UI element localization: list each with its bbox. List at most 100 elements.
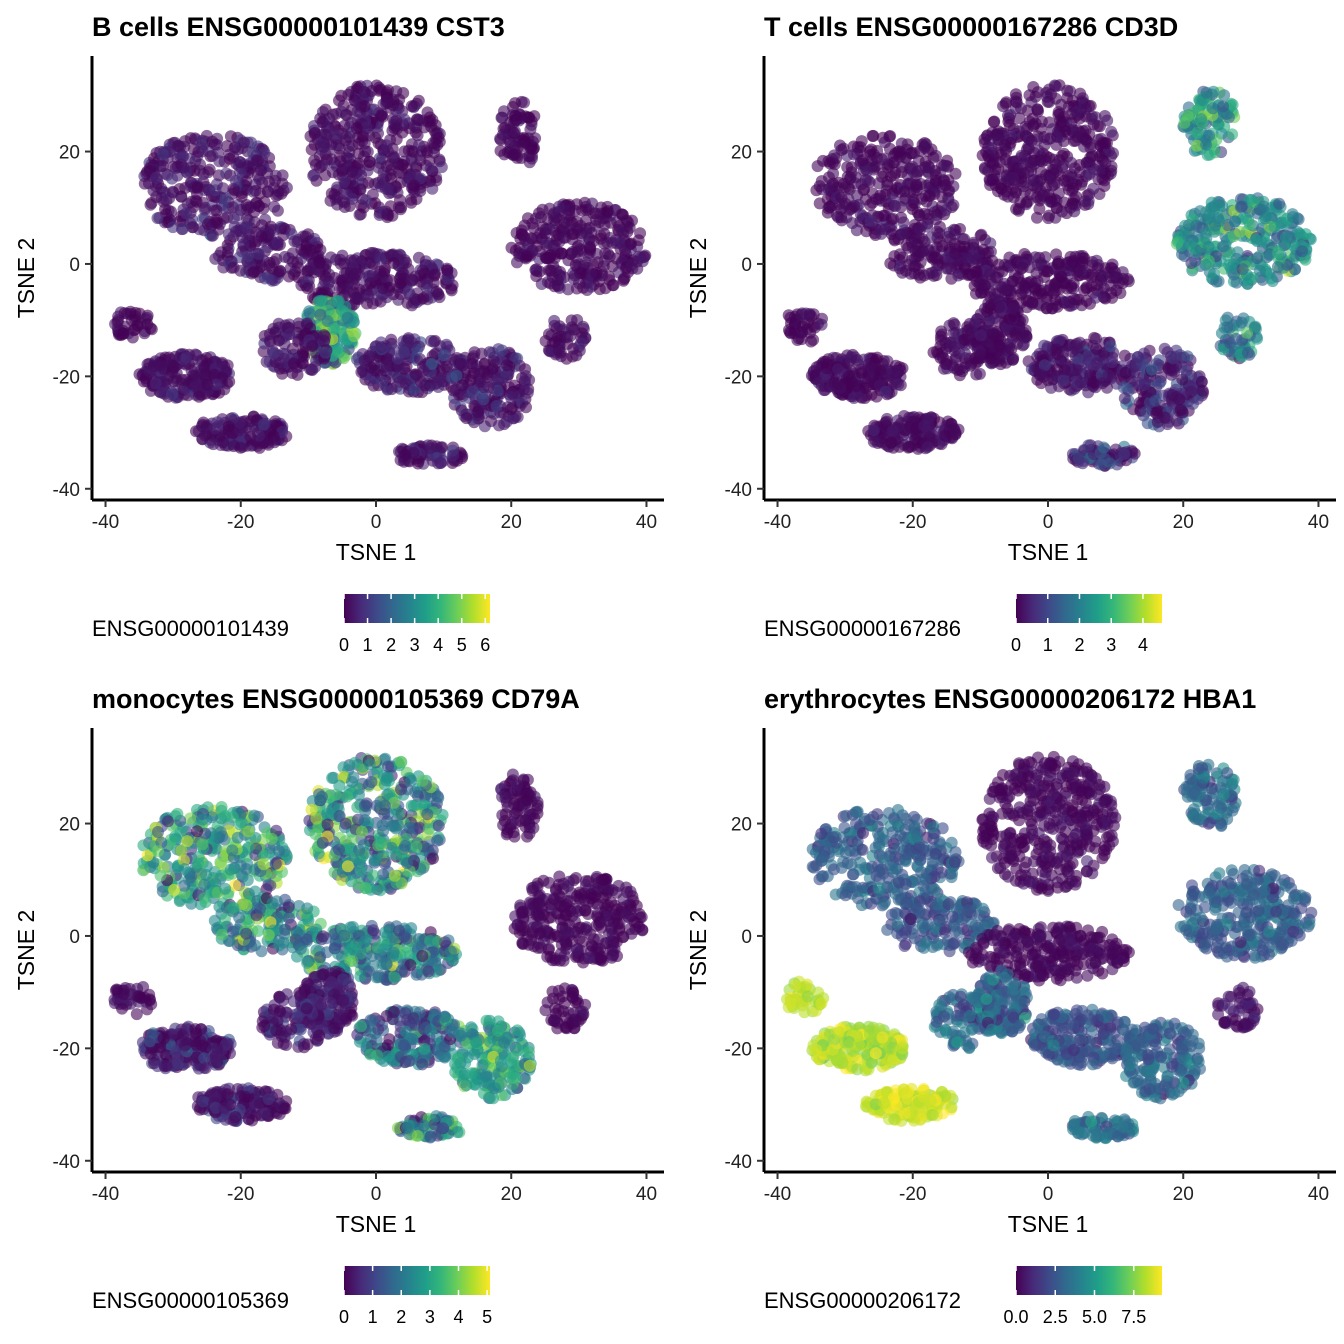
x-tick-label: -40 — [92, 512, 119, 533]
data-point — [1064, 85, 1077, 98]
data-point — [330, 107, 343, 120]
data-point — [207, 438, 220, 451]
data-point — [436, 441, 449, 454]
data-point — [276, 169, 289, 182]
data-point — [508, 148, 521, 161]
data-point — [1200, 86, 1213, 99]
data-point — [268, 436, 281, 449]
data-point — [783, 324, 795, 337]
data-point — [506, 387, 519, 400]
data-point — [884, 130, 897, 142]
data-point — [895, 228, 908, 241]
data-point — [1031, 103, 1044, 116]
data-point — [209, 252, 222, 265]
data-point — [1208, 200, 1221, 213]
data-point — [186, 221, 199, 234]
data-point — [206, 229, 219, 242]
data-point — [1268, 220, 1281, 233]
data-point — [1049, 211, 1062, 224]
data-point — [784, 311, 797, 324]
data-point — [259, 272, 271, 285]
colorbar — [344, 594, 490, 623]
data-point — [867, 435, 880, 448]
data-point — [1097, 282, 1110, 295]
data-point — [977, 243, 990, 256]
data-point — [831, 377, 844, 390]
data-point — [1092, 173, 1105, 186]
data-point — [423, 111, 436, 124]
data-point — [314, 112, 327, 125]
data-point — [857, 353, 870, 366]
data-point — [1239, 256, 1252, 269]
data-point — [210, 204, 223, 217]
data-point — [844, 171, 857, 184]
data-point — [286, 342, 299, 355]
data-point — [1235, 200, 1248, 213]
data-point — [253, 173, 266, 186]
data-point — [255, 230, 268, 243]
data-point — [1033, 202, 1046, 215]
data-point — [872, 192, 885, 205]
data-point — [1255, 235, 1268, 248]
data-point — [586, 197, 599, 210]
data-point — [417, 292, 430, 305]
data-point — [429, 137, 441, 150]
data-point — [202, 218, 214, 231]
data-point — [568, 323, 581, 336]
data-point — [999, 283, 1012, 296]
data-point — [992, 125, 1005, 138]
data-point — [599, 282, 612, 295]
data-point — [1273, 197, 1286, 210]
data-point — [358, 354, 371, 367]
data-point — [973, 349, 986, 362]
data-point — [304, 322, 317, 335]
data-point — [1105, 125, 1118, 138]
y-tick-label: 20 — [59, 143, 80, 164]
data-point — [369, 131, 382, 144]
data-point — [1199, 258, 1212, 271]
data-point — [1004, 137, 1017, 149]
data-point — [1200, 138, 1213, 151]
data-point — [1000, 170, 1013, 183]
data-point — [1020, 330, 1033, 343]
data-point — [156, 148, 169, 161]
data-point — [159, 203, 172, 216]
data-point — [520, 401, 532, 414]
colorbar-tick-label: 2 — [386, 635, 396, 655]
data-point — [922, 412, 935, 425]
data-point — [305, 143, 318, 156]
data-point — [1041, 265, 1054, 278]
data-point — [387, 150, 400, 163]
data-point — [1251, 252, 1264, 265]
data-point — [272, 185, 285, 198]
data-point — [426, 182, 439, 195]
data-point — [598, 227, 611, 240]
data-point — [832, 363, 844, 376]
x-tick-label: 40 — [636, 512, 657, 533]
data-point — [405, 336, 418, 349]
data-point — [1016, 261, 1029, 274]
data-point — [365, 85, 378, 97]
data-point — [397, 346, 410, 359]
data-point — [291, 256, 304, 269]
data-point — [821, 362, 833, 375]
data-point — [381, 208, 394, 220]
data-point — [1006, 302, 1019, 315]
data-point — [352, 157, 365, 170]
data-point — [324, 251, 337, 264]
data-point — [150, 171, 162, 184]
data-point — [338, 257, 351, 270]
data-point — [874, 364, 887, 377]
data-point — [222, 420, 235, 433]
data-point — [237, 136, 250, 149]
data-point — [569, 204, 582, 217]
data-point — [1068, 205, 1081, 218]
data-point — [195, 141, 208, 154]
data-point — [227, 440, 240, 453]
data-point — [1179, 219, 1192, 232]
data-point — [408, 179, 421, 192]
data-point — [338, 196, 351, 209]
data-point — [166, 221, 179, 234]
data-point — [410, 193, 423, 205]
